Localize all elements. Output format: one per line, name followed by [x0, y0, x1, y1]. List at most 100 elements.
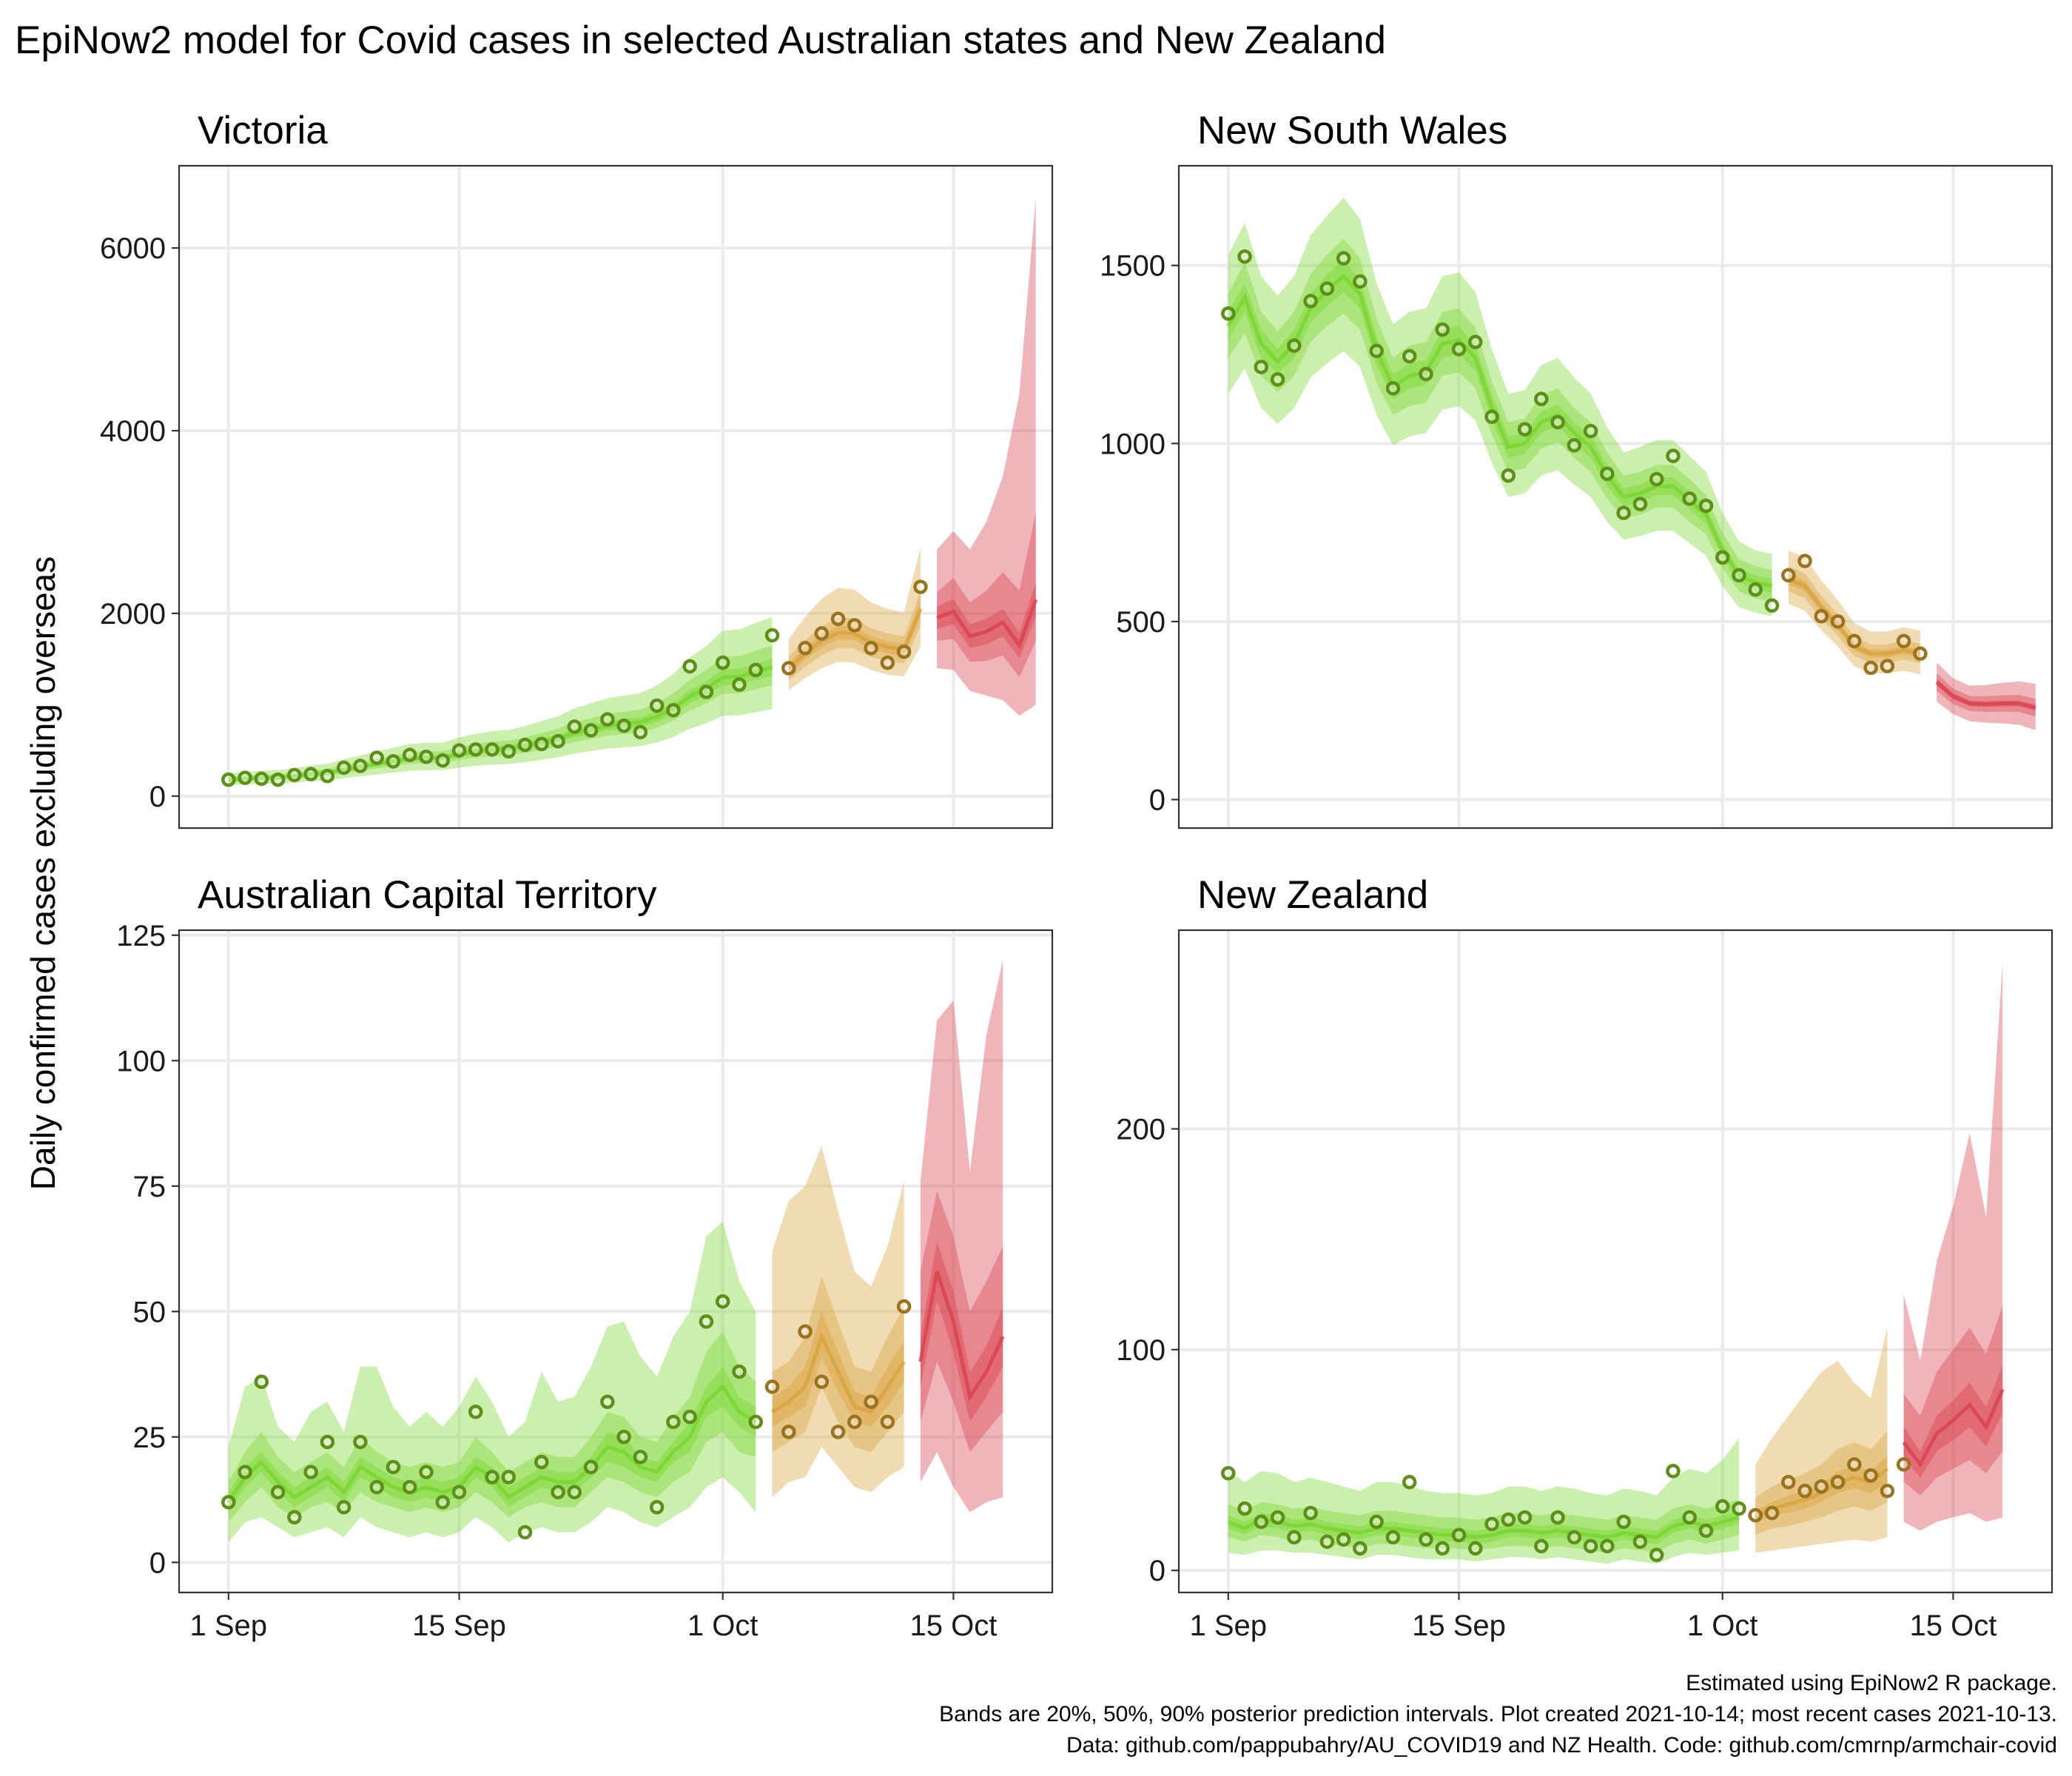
observed-point: [649, 1499, 665, 1515]
observed-point: [1698, 498, 1714, 514]
observed-point: [1814, 1479, 1829, 1494]
observed-point: [1764, 598, 1780, 613]
observed-point: [419, 1464, 434, 1480]
chart-caption: Estimated using EpiNow2 R package. Bands…: [939, 1671, 2057, 1758]
observed-point: [353, 1434, 368, 1450]
y-tick-label: 25: [133, 1422, 166, 1454]
observed-point: [1896, 1457, 1911, 1472]
y-tick-label: 125: [116, 920, 166, 952]
y-tick-label: 1500: [1100, 250, 1166, 283]
y-tick-label: 100: [1116, 1334, 1166, 1367]
observed-point: [1666, 448, 1681, 463]
observed-point: [402, 747, 417, 762]
observed-point: [1237, 1501, 1252, 1516]
facet-panel: New South Wales 0 500 1000 1500: [1100, 109, 2054, 830]
observed-point: [303, 1464, 318, 1480]
observed-point: [287, 767, 302, 783]
observed-point: [1353, 274, 1368, 289]
observed-point: [1649, 1547, 1664, 1563]
observed-point: [781, 1424, 796, 1439]
observed-point: [501, 1470, 517, 1484]
observed-point: [551, 1484, 565, 1500]
observed-point: [1534, 391, 1549, 406]
observed-point: [1221, 1466, 1236, 1481]
observed-point: [1632, 1534, 1648, 1550]
observed-point: [1732, 1501, 1746, 1516]
observed-point: [1517, 1510, 1533, 1525]
observed-point: [798, 641, 813, 656]
observed-point: [1369, 1514, 1384, 1530]
observed-point: [1385, 1530, 1401, 1545]
observed-point: [1847, 633, 1862, 649]
observed-point: [1567, 1530, 1582, 1545]
observed-point: [1682, 491, 1697, 506]
y-tick-label: 1000: [1100, 428, 1166, 460]
x-tick-label: 1 Oct: [1687, 1610, 1758, 1642]
observed-point: [1764, 1505, 1780, 1521]
y-tick-label: 0: [1149, 1555, 1166, 1587]
forecast-band-50pct: [920, 1191, 1003, 1453]
estimate-band-50pct: [228, 1331, 756, 1523]
partial-band-90pct: [1788, 550, 1920, 675]
chart-title: EpiNow2 model for Covid cases in selecte…: [15, 18, 1386, 62]
y-tick-label: 0: [1149, 784, 1166, 817]
observed-point: [1402, 349, 1417, 364]
y-tick-label: 2000: [100, 598, 166, 630]
observed-point: [1419, 366, 1433, 382]
observed-point: [336, 760, 352, 776]
observed-point: [287, 1510, 302, 1525]
observed-point: [1550, 414, 1565, 430]
observed-point: [699, 1314, 714, 1329]
observed-point: [880, 1414, 895, 1430]
y-tick-label: 500: [1116, 606, 1166, 639]
observed-point: [1732, 568, 1746, 583]
observed-point: [1896, 633, 1911, 649]
observed-point: [732, 677, 747, 692]
observed-point: [1287, 338, 1302, 353]
observed-point: [435, 1495, 450, 1510]
observed-point: [732, 1364, 747, 1379]
y-tick-label: 75: [133, 1171, 166, 1203]
observed-point: [468, 1405, 483, 1419]
observed-point: [270, 1484, 286, 1500]
observed-point: [1319, 1534, 1335, 1550]
estimate-band-20pct: [228, 1366, 756, 1513]
observed-point: [847, 618, 862, 633]
observed-point: [1797, 1484, 1812, 1498]
caption-line-2: Bands are 20%, 50%, 90% posterior predic…: [939, 1702, 2057, 1726]
observed-point: [485, 1470, 500, 1484]
observed-point: [1419, 1532, 1433, 1547]
observed-point: [1830, 1475, 1846, 1490]
y-axis-label: Daily confirmed cases excluding overseas: [24, 556, 62, 1191]
observed-point: [864, 641, 878, 656]
observed-point: [880, 655, 895, 670]
observed-point: [534, 736, 549, 752]
observed-point: [1435, 322, 1450, 337]
observed-point: [1287, 1530, 1302, 1545]
plot-area: [1221, 963, 2005, 1564]
observed-point: [1451, 342, 1467, 357]
observed-point: [1880, 659, 1895, 673]
observed-point: [748, 662, 763, 678]
observed-point: [1847, 1457, 1862, 1472]
observed-point: [1797, 554, 1812, 568]
observed-point: [666, 1414, 681, 1430]
x-tick-label: 15 Sep: [412, 1610, 506, 1642]
observed-point: [567, 1484, 582, 1500]
observed-point: [1385, 380, 1401, 396]
observed-point: [1468, 334, 1483, 349]
plot-area: [1221, 198, 2036, 730]
y-tick-label: 50: [133, 1296, 166, 1328]
observed-point: [1484, 1516, 1499, 1532]
observed-point: [1863, 660, 1878, 676]
observed-point: [1632, 497, 1648, 511]
observed-point: [501, 744, 517, 759]
estimate-median-line: [228, 665, 773, 782]
y-tick-label: 0: [149, 1547, 166, 1579]
observed-point: [1567, 437, 1582, 453]
observed-point: [633, 1450, 648, 1464]
observed-point: [798, 1324, 813, 1339]
observed-point: [238, 770, 252, 785]
observed-point: [896, 644, 912, 659]
observed-point: [221, 1495, 236, 1510]
